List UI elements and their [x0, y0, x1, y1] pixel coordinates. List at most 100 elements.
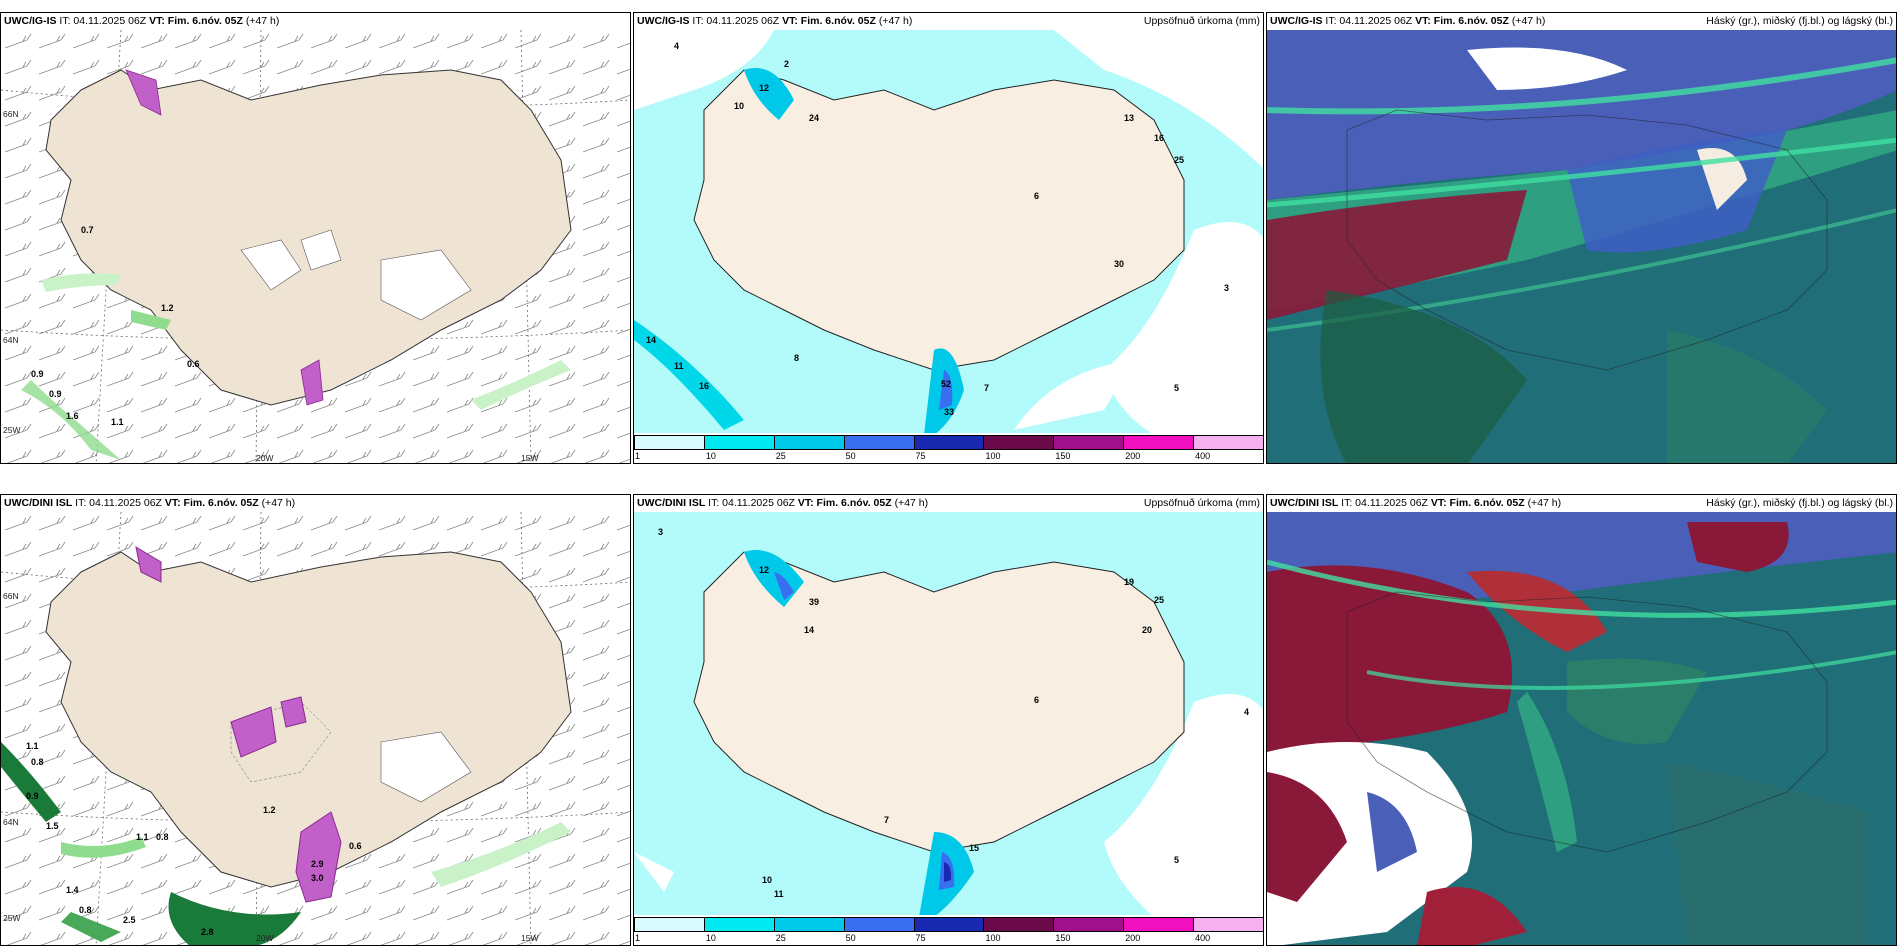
value-label: 2.9: [311, 859, 324, 869]
valid-time: VT: Fim. 6.nóv. 05Z: [797, 497, 892, 509]
map-panel-bottom-mid: UWC/DINI ISL IT: 04.11.2025 06Z VT: Fim.…: [633, 494, 1264, 946]
init-time: IT: 04.11.2025 06Z: [692, 15, 780, 27]
iceland-wind-map: [1, 30, 630, 463]
value-label: 24: [809, 113, 820, 123]
value-label: 3.0: [311, 873, 324, 883]
value-label: 10: [762, 875, 773, 885]
value-label: 0.8: [156, 832, 169, 842]
panel-title: UWC/DINI ISL IT: 04.11.2025 06Z VT: Fim.…: [1, 495, 630, 512]
colorbar-swatch: [843, 917, 915, 932]
lon-label-25: 25W: [3, 425, 21, 435]
panel-title: UWC/IG-IS IT: 04.11.2025 06Z VT: Fim. 6.…: [1, 13, 630, 30]
lead-time: (+47 h): [878, 15, 913, 27]
lead-time: (+47 h): [1511, 15, 1546, 27]
precipitation-map: [634, 30, 1263, 435]
map-panel-top-left: UWC/IG-IS IT: 04.11.2025 06Z VT: Fim. 6.…: [0, 12, 631, 464]
value-label: 13: [1124, 113, 1135, 123]
colorbar-swatch: [1053, 435, 1125, 450]
lon-label-15: 15W: [521, 933, 539, 943]
colorbar-tick: 50: [845, 933, 856, 943]
value-label: 7: [884, 815, 890, 825]
value-label: 1.2: [263, 805, 276, 815]
value-label: 14: [804, 625, 815, 635]
model-label: UWC/IG-IS: [1270, 15, 1323, 27]
colorbar-swatch: [1193, 917, 1263, 932]
lead-time: (+47 h): [245, 15, 280, 27]
map-panel-top-right: UWC/IG-IS IT: 04.11.2025 06Z VT: Fim. 6.…: [1266, 12, 1897, 464]
colorbar-tick: 150: [1055, 451, 1071, 461]
lat-label-64: 64N: [3, 335, 19, 345]
value-label: 0.6: [187, 359, 200, 369]
lead-time: (+47 h): [894, 497, 929, 509]
valid-time: VT: Fim. 6.nóv. 05Z: [782, 15, 876, 27]
value-label: 12: [759, 83, 770, 93]
lon-label-20: 20W: [256, 933, 274, 943]
value-label: 0.9: [49, 389, 62, 399]
colorbar-tick: 1: [635, 451, 641, 461]
colorbar-tick: 75: [915, 933, 926, 943]
panel-product-title: Háský (gr.), miðský (fj.bl.) og lágský (…: [1706, 15, 1893, 27]
value-label: 15: [969, 843, 980, 853]
colorbar: 1 10 25 50 75 100 150 200 400: [634, 915, 1263, 945]
colorbar-tick: 1: [635, 933, 641, 943]
colorbar-tick: 50: [845, 451, 856, 461]
value-label: 0.9: [31, 369, 44, 379]
lon-label-25: 25W: [3, 913, 21, 923]
colorbar: 1 10 25 50 75 100 150 200 400: [634, 433, 1263, 463]
colorbar-swatch: [703, 435, 775, 450]
cloud-cover-map: [1267, 30, 1896, 463]
colorbar-swatch: [703, 917, 775, 932]
value-label: 25: [1154, 595, 1165, 605]
value-label: 4: [674, 41, 680, 51]
value-label: 1.2: [161, 303, 174, 313]
init-time: IT: 04.11.2025 06Z: [1325, 15, 1413, 27]
value-label: 1.1: [111, 417, 124, 427]
value-label: 8: [794, 353, 800, 363]
panel-title: UWC/IG-IS IT: 04.11.2025 06Z VT: Fim. 6.…: [1267, 13, 1896, 30]
cloud-cover-map: [1267, 512, 1896, 945]
value-label: 0.6: [349, 841, 362, 851]
lat-label-66: 66N: [3, 591, 19, 601]
lead-time: (+47 h): [261, 497, 296, 509]
map-panel-bottom-left: UWC/DINI ISL IT: 04.11.2025 06Z VT: Fim.…: [0, 494, 631, 946]
colorbar-tick: 10: [705, 933, 716, 943]
value-label: 1.4: [66, 885, 79, 895]
value-label: 4: [1244, 707, 1250, 717]
lead-time: (+47 h): [1527, 497, 1562, 509]
lon-label-20: 20W: [256, 453, 274, 463]
colorbar-swatch: [1193, 435, 1263, 450]
value-label: 1.1: [136, 832, 149, 842]
value-label: 5: [1174, 383, 1180, 393]
colorbar-swatch: [773, 435, 845, 450]
colorbar-swatch: [913, 917, 985, 932]
map-panel-bottom-right: UWC/DINI ISL IT: 04.11.2025 06Z VT: Fim.…: [1266, 494, 1897, 946]
value-label: 1.1: [26, 741, 39, 751]
model-label: UWC/IG-IS: [637, 15, 690, 27]
panel-product-title: Uppsöfnuð úrkoma (mm): [1143, 15, 1260, 27]
value-label: 16: [699, 381, 710, 391]
colorbar-tick: 100: [985, 933, 1001, 943]
value-label: 0.7: [81, 225, 94, 235]
value-label: 7: [984, 383, 990, 393]
value-label: 33: [944, 407, 955, 417]
lat-label-64: 64N: [3, 817, 19, 827]
value-label: 11: [674, 361, 684, 371]
map-panel-top-mid: UWC/IG-IS IT: 04.11.2025 06Z VT: Fim. 6.…: [633, 12, 1264, 464]
value-label: 11: [774, 889, 784, 899]
value-label: 1.6: [66, 411, 79, 421]
value-label: 3: [658, 527, 664, 537]
init-time: IT: 04.11.2025 06Z: [59, 15, 147, 27]
model-label: UWC/DINI ISL: [1270, 497, 1339, 509]
panel-title: UWC/IG-IS IT: 04.11.2025 06Z VT: Fim. 6.…: [634, 13, 1263, 30]
value-label: 19: [1124, 577, 1135, 587]
value-label: 14: [646, 335, 657, 345]
colorbar-swatch: [634, 435, 705, 450]
value-label: 30: [1114, 259, 1125, 269]
value-label: 5: [1174, 855, 1180, 865]
value-label: 6: [1034, 191, 1040, 201]
value-label: 16: [1154, 133, 1165, 143]
colorbar-swatch: [1123, 435, 1195, 450]
colorbar-swatch: [983, 917, 1055, 932]
precipitation-map: [634, 512, 1263, 917]
value-label: 2.8: [201, 927, 214, 937]
